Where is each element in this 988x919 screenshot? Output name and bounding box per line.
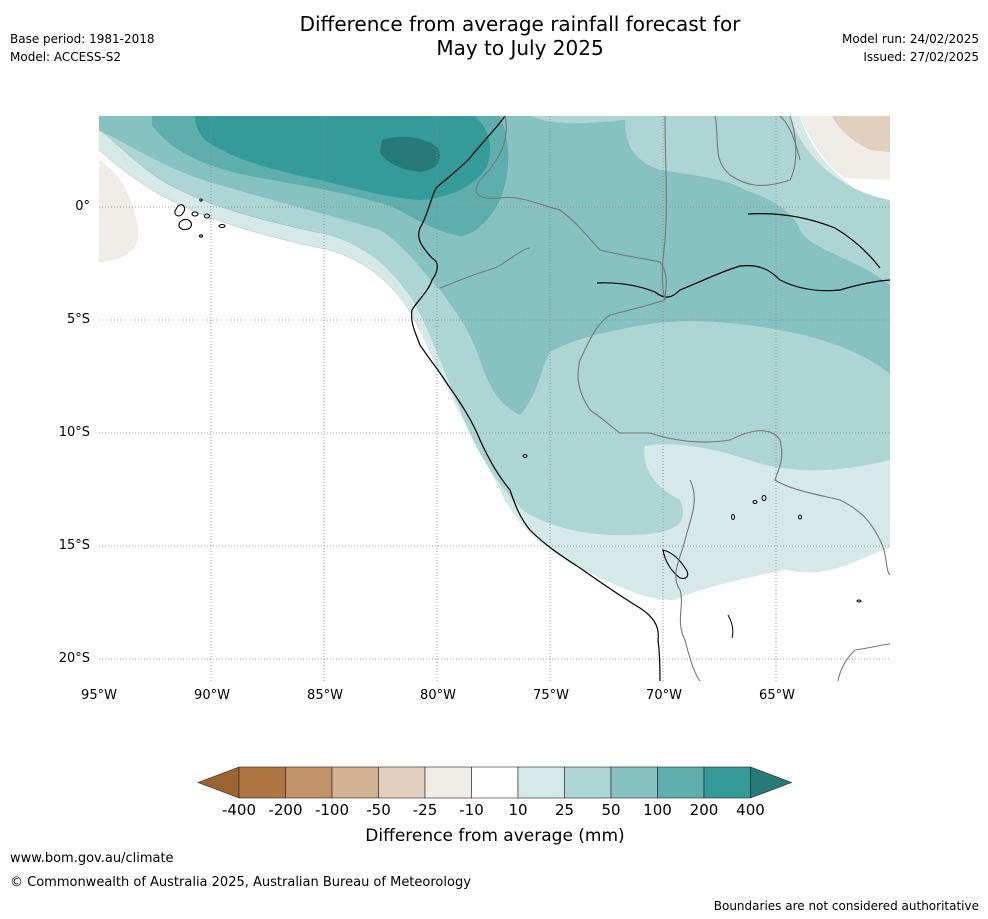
lat-label-5s: 5°S <box>66 312 90 327</box>
colorbar-extend-high <box>750 766 793 799</box>
colorbar-tick-label: 400 <box>736 801 765 819</box>
colorbar-cell <box>657 766 705 799</box>
colorbar-tick-label: -200 <box>268 801 303 819</box>
dry-patch-northeast-2 <box>832 116 890 152</box>
colorbar-cell <box>564 766 612 799</box>
colorbar-title: Difference from average (mm) <box>365 826 625 846</box>
model-text: Model: ACCESS-S2 <box>10 50 122 64</box>
band-over-400 <box>380 136 440 172</box>
colorbar-tick-label: 100 <box>643 801 672 819</box>
dry-patch-west <box>99 160 139 262</box>
colorbar-tick-label: 25 <box>554 801 575 819</box>
colorbar-tick-label: -10 <box>459 801 484 819</box>
footer-copyright: © Commonwealth of Australia 2025, Austra… <box>10 875 471 890</box>
colorbar-tick-label: 10 <box>508 801 528 819</box>
colorbar-cell <box>331 766 379 799</box>
lon-label-85w: 85°W <box>307 688 343 703</box>
lon-label-75w: 75°W <box>533 688 569 703</box>
galapagos-islands <box>174 198 226 238</box>
lon-label-95w: 95°W <box>81 688 117 703</box>
colorbar-tick-label: -100 <box>314 801 350 819</box>
map-fill-layers <box>99 116 890 681</box>
footer-disclaimer: Boundaries are not considered authoritat… <box>713 899 979 913</box>
colorbar-cell <box>424 766 472 799</box>
model-run-text: Model run: 24/02/2025 <box>841 32 979 46</box>
lat-label-10s: 10°S <box>58 425 90 440</box>
lat-label-20s: 20°S <box>58 651 90 666</box>
lake-titicaca <box>662 549 689 579</box>
colorbar-cell <box>238 766 286 799</box>
colorbar <box>197 766 793 799</box>
map-title: Difference from average rainfall forecas… <box>220 12 820 60</box>
lon-label-90w: 90°W <box>194 688 230 703</box>
band-200-400 <box>195 116 491 200</box>
issued-text: Issued: 27/02/2025 <box>863 50 979 64</box>
colorbar-tick-label: -50 <box>366 801 391 819</box>
header-left-meta: Base period: 1981-2018 Model: ACCESS-S2 <box>10 30 155 66</box>
lat-label-0: 0° <box>75 199 90 214</box>
colorbar-cell <box>285 766 333 799</box>
amazon-river <box>596 265 890 298</box>
footer-url: www.bom.gov.au/climate <box>10 851 174 866</box>
colorbar-cell <box>517 766 565 799</box>
country-borders <box>439 116 890 681</box>
colorbar-cell <box>703 766 751 799</box>
title-line-1: Difference from average rainfall forecas… <box>299 12 741 36</box>
lon-label-70w: 70°W <box>646 688 682 703</box>
lon-label-65w: 65°W <box>759 688 795 703</box>
header-right-meta: Model run: 24/02/2025 Issued: 27/02/2025 <box>842 30 979 66</box>
title-line-2: May to July 2025 <box>436 36 604 60</box>
colorbar-cell <box>471 766 519 799</box>
colorbar-tick-label: 200 <box>689 801 719 819</box>
colorbar-extend-low <box>197 766 240 799</box>
small-lakes <box>522 454 862 639</box>
contour-lines <box>99 129 421 331</box>
colorbar-tick-label: -25 <box>412 801 438 819</box>
coastline <box>410 116 661 681</box>
graticule <box>99 116 890 681</box>
colorbar-cell <box>378 766 426 799</box>
colorbar-tick-label: 50 <box>601 801 621 819</box>
colorbar-tick-label: -400 <box>221 801 257 819</box>
lon-label-80w: 80°W <box>420 688 456 703</box>
river-negro <box>747 213 881 269</box>
colorbar-cell <box>610 766 658 799</box>
lat-label-15s: 15°S <box>58 538 90 553</box>
base-period-text: Base period: 1981-2018 <box>10 32 155 46</box>
band-50-100 <box>99 116 890 415</box>
